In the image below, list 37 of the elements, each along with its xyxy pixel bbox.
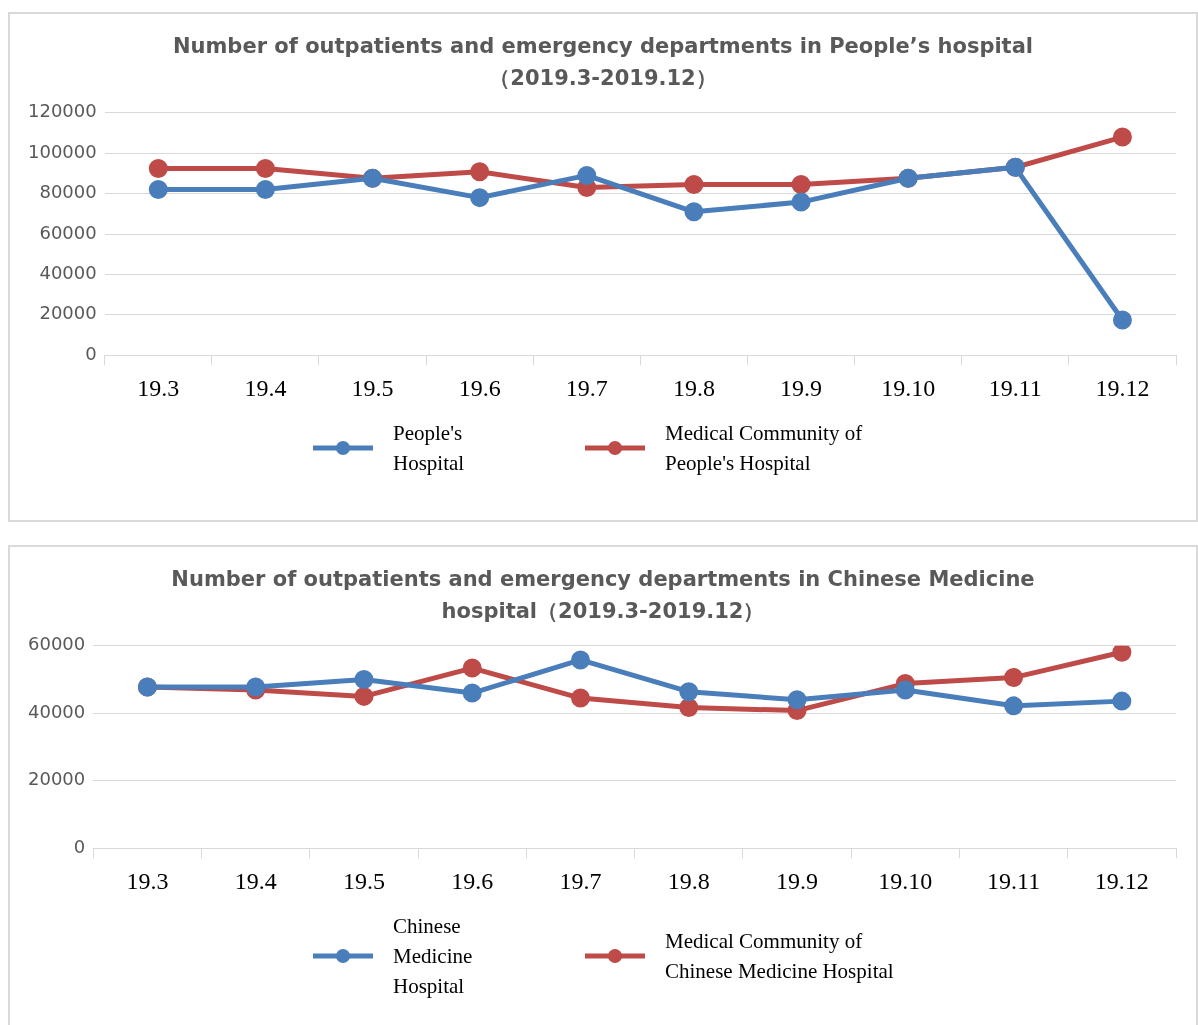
legend-label: Chinese Medicine Hospital — [393, 913, 474, 1000]
y-tick-label: 0 — [85, 342, 97, 364]
y-tick-label: 120000 — [27, 100, 97, 122]
chart-title: Number of outpatients and emergency departments in Chinese Medicine hospital（2019.3-2019.12） — [170, 566, 1036, 625]
y-tick-label: 60000 — [39, 221, 97, 243]
x-tick-label: 19.7 — [559, 867, 602, 894]
x-tick-label: 19.6 — [451, 867, 494, 894]
x-tick-label: 19.4 — [244, 374, 287, 401]
x-tick-label: 19.6 — [458, 374, 501, 401]
x-tick-label: 19.5 — [351, 374, 394, 401]
x-tick-label: 19.3 — [137, 374, 180, 401]
x-tick-label: 19.9 — [780, 374, 823, 401]
y-tick-label: 80000 — [39, 181, 97, 203]
y-tick-label: 40000 — [28, 700, 86, 722]
x-tick-label: 19.10 — [878, 867, 933, 894]
x-tick-label: 19.5 — [342, 867, 385, 894]
legend-label: People's Hospital — [393, 420, 466, 477]
x-tick-label: 19.9 — [776, 867, 819, 894]
legend-label: Medical Community of Chinese Medicine Hospital — [665, 928, 895, 985]
y-tick-label: 100000 — [27, 140, 97, 162]
y-tick-label: 40000 — [39, 262, 97, 284]
x-tick-label: 19.11 — [988, 374, 1042, 401]
x-tick-label: 19.8 — [672, 374, 715, 401]
chart-title: Number of outpatients and emergency departments in People’s hospital （2019.3-2019.12） — [171, 33, 1035, 92]
y-tick-label: 60000 — [28, 633, 86, 655]
y-tick-label: 20000 — [28, 768, 86, 790]
x-tick-label: 19.12 — [1094, 867, 1149, 894]
x-tick-label: 19.7 — [565, 374, 608, 401]
y-tick-label: 0 — [73, 835, 86, 857]
legend-label: Medical Community of People's Hospital — [665, 420, 864, 477]
x-tick-label: 19.10 — [881, 374, 936, 401]
x-tick-label: 19.11 — [987, 867, 1041, 894]
x-tick-label: 19.12 — [1095, 374, 1150, 401]
x-tick-label: 19.8 — [667, 867, 710, 894]
x-tick-label: 19.4 — [234, 867, 277, 894]
y-tick-label: 20000 — [39, 302, 97, 324]
x-tick-label: 19.3 — [126, 867, 169, 894]
